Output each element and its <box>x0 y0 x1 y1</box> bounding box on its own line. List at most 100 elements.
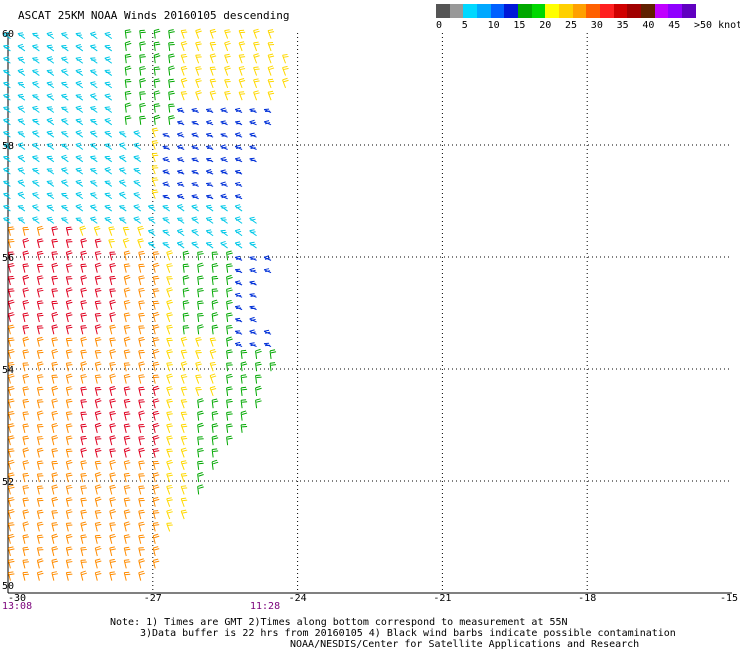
wind-barb <box>147 241 156 249</box>
wind-barb <box>109 423 116 433</box>
wind-barb <box>51 288 58 298</box>
wind-barb <box>240 386 248 396</box>
wind-barb <box>51 337 58 347</box>
wind-barb <box>238 77 246 89</box>
wind-barb <box>36 570 44 581</box>
wind-barb <box>180 41 188 52</box>
wind-barb <box>65 398 73 409</box>
wind-barb <box>139 29 146 39</box>
wind-barb <box>3 106 11 113</box>
wind-barb <box>166 522 173 532</box>
wind-barb <box>138 547 145 557</box>
wind-barb <box>205 145 214 150</box>
wind-barb <box>46 44 55 52</box>
wind-barb <box>22 287 30 298</box>
wind-barb <box>104 81 113 89</box>
wind-barb <box>36 521 44 532</box>
wind-barb <box>36 497 44 507</box>
wind-barb <box>36 312 44 323</box>
wind-barb <box>124 65 132 76</box>
wind-barb <box>94 275 102 286</box>
wind-barb <box>191 120 199 126</box>
wind-barb <box>191 229 199 237</box>
y-tick-label: 60 <box>2 29 14 40</box>
wind-barb <box>249 342 257 348</box>
wind-barb <box>22 534 29 544</box>
wind-barb <box>46 93 55 101</box>
wind-barb <box>162 145 170 150</box>
wind-barb <box>191 194 199 200</box>
wind-barb <box>176 217 185 224</box>
wind-barb <box>138 399 145 409</box>
wind-barb <box>65 226 73 236</box>
wind-barb <box>22 299 30 310</box>
wind-barb <box>253 41 260 52</box>
wind-barb <box>36 275 44 286</box>
wind-barb <box>118 142 127 150</box>
wind-barb <box>197 484 204 495</box>
wind-barb <box>46 180 55 187</box>
legend-swatch <box>449 4 464 18</box>
wind-barb <box>90 216 98 224</box>
wind-barb <box>109 312 116 323</box>
wind-barb <box>32 32 40 40</box>
wind-barb <box>249 229 257 237</box>
wind-barb <box>94 337 102 347</box>
wind-barb <box>238 54 246 64</box>
wind-barb <box>46 31 55 40</box>
wind-barb <box>80 386 87 397</box>
wind-barb <box>176 228 185 237</box>
wind-barb <box>249 256 257 261</box>
x-tick-label: -15 <box>720 593 738 604</box>
wind-barb <box>197 288 204 298</box>
wind-barb <box>191 241 199 249</box>
wind-barb <box>152 484 160 495</box>
map-grid <box>7 33 732 594</box>
wind-barb <box>32 94 40 101</box>
wind-barb <box>90 118 98 126</box>
wind-barb <box>138 410 145 421</box>
legend-swatch <box>572 4 587 18</box>
wind-barb <box>51 558 58 569</box>
wind-barb <box>152 337 160 347</box>
wind-barb <box>176 193 185 200</box>
wind-barb <box>80 521 87 532</box>
wind-barb <box>22 460 30 470</box>
wind-barb <box>90 81 98 89</box>
wind-barb <box>255 398 262 409</box>
wind-barb <box>226 274 233 286</box>
wind-barb <box>94 324 102 335</box>
wind-barb <box>7 288 15 298</box>
wind-barb <box>7 571 15 581</box>
wind-barb <box>197 324 204 335</box>
note-line-2: 3)Data buffer is 22 hrs from 20160105 4)… <box>140 628 676 639</box>
color-legend: 0 5 10 15 20 25 30 35 40 45 >50 knots <box>436 4 740 32</box>
wind-barb <box>182 287 190 298</box>
wind-barb <box>182 263 190 273</box>
wind-barb <box>152 422 160 433</box>
wind-barb <box>36 460 44 470</box>
wind-barb <box>195 54 202 64</box>
wind-barb <box>46 204 55 212</box>
wind-barb <box>3 44 11 52</box>
wind-barb <box>176 144 185 150</box>
wind-barb <box>209 53 217 64</box>
wind-barb <box>32 167 40 175</box>
wind-barb <box>32 216 40 224</box>
legend-tick-label: 40 <box>642 20 655 31</box>
wind-barb <box>80 399 87 409</box>
wind-barb <box>94 570 102 581</box>
wind-barb <box>93 226 101 236</box>
wind-barb <box>137 238 144 249</box>
wind-barb <box>36 250 44 261</box>
wind-barb <box>32 69 40 76</box>
wind-barb <box>17 131 26 138</box>
wind-barb <box>138 423 145 433</box>
wind-barb <box>94 238 102 249</box>
wind-barb <box>32 118 40 126</box>
wind-barb <box>211 324 219 335</box>
wind-barb <box>253 28 260 39</box>
wind-barb <box>152 533 160 544</box>
map-title: ASCAT 25KM NOAA Winds 20160105 descendin… <box>18 9 290 22</box>
